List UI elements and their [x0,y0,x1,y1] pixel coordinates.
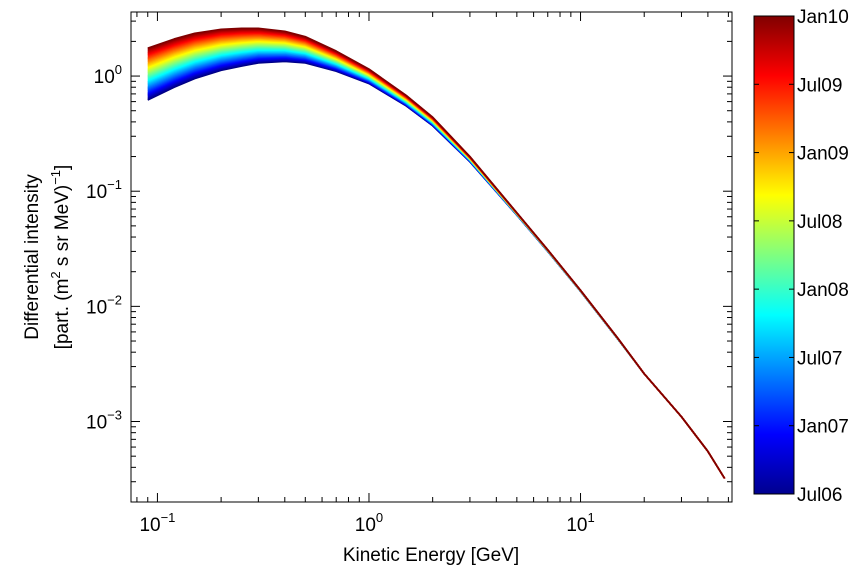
series-line-24 [147,43,726,479]
plot-frame [130,11,733,503]
colorbar-tick-label: Jul07 [797,348,842,369]
colorbar-tick-label: Jan07 [797,417,849,438]
series-line-32 [147,37,726,479]
colorbar-tick-label: Jul06 [797,485,842,506]
series-line-13 [147,52,726,479]
series-line-30 [147,38,726,479]
series-line-43 [147,28,726,479]
series-line-27 [147,41,726,479]
y-tick-label: 100 [94,62,122,88]
series-line-15 [147,50,726,479]
y-tick-label: 10−2 [86,292,122,318]
series-line-35 [147,34,726,479]
series-line-34 [147,35,726,479]
colorbar-tick-label: Jan09 [797,144,849,165]
series-line-14 [147,51,726,479]
series-line-19 [147,47,726,479]
x-tick-label: 100 [355,510,383,536]
series-line-41 [147,29,726,479]
series-line-16 [147,50,726,479]
y-axis-label-line1: Differential intensity [22,174,43,340]
series-line-36 [147,33,726,479]
series-line-26 [147,41,726,479]
series-line-18 [147,48,726,479]
y-tick-label: 10−1 [86,177,122,203]
series-line-9 [147,55,726,479]
y-tick-label: 10−3 [86,408,122,434]
series-line-21 [147,46,726,479]
x-axis-label: Kinetic Energy [GeV] [343,545,519,566]
x-axis-ticks: 10−1 100 101 [136,12,729,536]
series-line-10 [147,54,726,479]
series-line-22 [147,45,726,479]
series-line-12 [147,52,726,479]
series-line-40 [147,30,726,479]
series-line-11 [147,53,726,479]
y-axis-ticks: 10−3 10−2 10−1 100 [86,20,732,503]
colorbar-tick-label: Jan08 [797,280,849,301]
series-line-42 [147,29,726,479]
colorbar-ticks: Jul06 Jan07 Jul07 Jan08 Jul08 Jan09 Jul09 Jan10 [754,7,849,506]
colorbar [753,15,795,495]
series-line-37 [147,33,726,479]
series-line-25 [147,42,726,479]
series-lines [147,27,726,479]
series-line-31 [147,37,726,479]
x-tick-label: 101 [566,510,594,536]
series-line-29 [147,39,726,479]
colorbar-tick-label: Jan10 [797,7,849,28]
series-line-17 [147,49,726,479]
series-line-44 [147,27,726,479]
series-line-39 [147,31,726,479]
colorbar-tick-label: Jul08 [797,212,842,233]
series-line-20 [147,46,726,479]
series-line-33 [147,36,726,479]
series-line-38 [147,32,726,479]
y-axis-label-line2: [part. (m2 s sr MeV)−1] [48,165,73,350]
series-line-28 [147,40,726,479]
series-line-23 [147,44,726,479]
x-tick-label: 10−1 [139,510,175,536]
colorbar-tick-label: Jul09 [797,75,842,96]
